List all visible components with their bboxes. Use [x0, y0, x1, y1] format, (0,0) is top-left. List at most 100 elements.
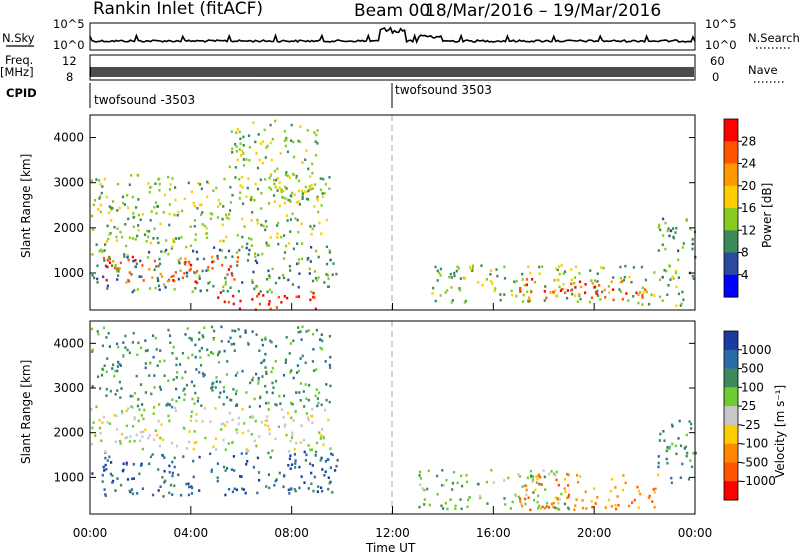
heatmap-cell: [666, 461, 669, 465]
heatmap-cell: [162, 211, 165, 214]
heatmap-cell: [148, 268, 151, 271]
heatmap-cell: [532, 478, 535, 481]
heatmap-cell: [228, 411, 231, 415]
heatmap-cell: [181, 351, 184, 355]
heatmap-cell: [194, 233, 197, 236]
heatmap-cell: [239, 142, 242, 145]
heatmap-cell: [222, 438, 225, 442]
heatmap-cell: [95, 178, 98, 181]
heatmap-cell: [282, 257, 286, 260]
heatmap-cell: [519, 290, 522, 293]
heatmap-cell: [574, 294, 577, 298]
heatmap-cell: [103, 488, 106, 491]
heatmap-cell: [231, 255, 234, 258]
heatmap-cell: [199, 183, 202, 186]
heatmap-cell: [674, 271, 678, 275]
heatmap-cell: [167, 252, 170, 256]
heatmap-cell: [294, 217, 297, 220]
heatmap-cell: [503, 265, 506, 269]
heatmap-cell: [652, 488, 655, 491]
cpid-segment-1: twofsound 3503: [395, 83, 492, 97]
heatmap-cell: [469, 268, 472, 271]
heatmap-cell: [471, 269, 474, 272]
heatmap-cell: [640, 265, 643, 269]
heatmap-cell: [255, 285, 259, 289]
heatmap-cell: [260, 191, 263, 195]
heatmap-cell: [153, 386, 156, 389]
heatmap-cell: [271, 391, 274, 395]
heatmap-cell: [672, 227, 675, 230]
heatmap-cell: [287, 488, 290, 492]
heatmap-cell: [308, 185, 311, 188]
heatmap-cell: [99, 203, 102, 207]
heatmap-cell: [231, 151, 234, 154]
heatmap-cell: [262, 224, 265, 228]
freq-left-tick-top: 12: [62, 54, 77, 68]
heatmap-cell: [593, 279, 597, 282]
heatmap-cell: [584, 291, 587, 295]
heatmap-cell: [159, 222, 162, 226]
heatmap-cell: [296, 242, 299, 245]
heatmap-cell: [211, 389, 214, 392]
heatmap-cell: [637, 489, 641, 493]
heatmap-cell: [289, 342, 292, 345]
heatmap-cell: [436, 493, 439, 496]
heatmap-cell: [641, 294, 644, 297]
heatmap-cell: [596, 496, 599, 499]
heatmap-cell: [492, 481, 495, 484]
heatmap-cell: [239, 137, 242, 141]
heatmap-cell: [645, 290, 648, 294]
heatmap-cell: [233, 469, 236, 472]
heatmap-cell: [173, 484, 176, 488]
heatmap-cell: [521, 272, 524, 276]
heatmap-cell: [663, 439, 666, 442]
heatmap-cell: [141, 435, 144, 438]
heatmap-cell: [144, 339, 147, 342]
heatmap-cell: [426, 487, 429, 491]
heatmap-cell: [622, 474, 625, 477]
heatmap-cell: [567, 495, 570, 499]
heatmap-cell: [305, 149, 308, 152]
heatmap-cell: [305, 412, 308, 415]
heatmap-cell: [535, 475, 538, 478]
heatmap-cell: [324, 183, 327, 186]
heatmap-cell: [632, 295, 635, 298]
heatmap-cell: [107, 332, 110, 335]
heatmap-cell: [536, 477, 539, 481]
heatmap-cell: [206, 180, 209, 184]
heatmap-cell: [222, 239, 225, 243]
heatmap-cell: [124, 334, 127, 338]
heatmap-cell: [91, 385, 94, 388]
heatmap-cell: [504, 503, 507, 506]
heatmap-cell: [224, 256, 227, 259]
heatmap-cell: [216, 257, 219, 260]
heatmap-cell: [303, 405, 306, 408]
heatmap-cell: [308, 267, 311, 271]
heatmap-cell: [158, 177, 161, 181]
heatmap-cell: [277, 221, 280, 225]
heatmap-cell: [162, 495, 165, 498]
heatmap-cell: [653, 505, 656, 509]
heatmap-cell: [189, 225, 192, 228]
heatmap-cell: [237, 328, 240, 331]
heatmap-cell: [419, 470, 422, 474]
heatmap-cell: [304, 361, 307, 365]
heatmap-cell: [524, 497, 527, 501]
heatmap-cell: [290, 123, 293, 127]
heatmap-cell: [298, 391, 301, 394]
heatmap-cell: [159, 349, 162, 352]
heatmap-cell: [525, 488, 528, 492]
heatmap-cell: [284, 197, 287, 200]
heatmap-cell: [102, 465, 105, 469]
heatmap-cell: [193, 204, 196, 208]
heatmap-cell: [115, 414, 118, 418]
heatmap-cell: [584, 490, 587, 494]
heatmap-cell: [143, 233, 147, 236]
heatmap-cell: [455, 269, 458, 273]
heatmap-cell: [596, 280, 599, 283]
heatmap-cell: [276, 167, 279, 171]
heatmap-cell: [181, 209, 184, 213]
heatmap-cell: [322, 436, 325, 440]
heatmap-cell: [300, 257, 304, 261]
